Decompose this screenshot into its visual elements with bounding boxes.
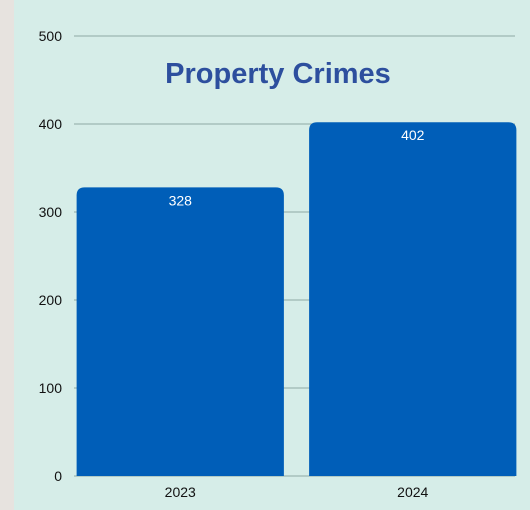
x-tick-label: 2023 bbox=[165, 484, 196, 500]
x-tick-label: 2024 bbox=[397, 484, 428, 500]
y-tick-label: 200 bbox=[39, 292, 63, 308]
bar-2024 bbox=[309, 122, 517, 477]
y-tick-label: 100 bbox=[39, 380, 63, 396]
data-label: 328 bbox=[169, 192, 193, 208]
bar-2023 bbox=[76, 187, 284, 477]
y-axis-ticks: 0 100 200 300 400 500 bbox=[39, 28, 63, 484]
chart-title: Property Crimes bbox=[165, 58, 391, 90]
y-tick-label: 500 bbox=[39, 28, 63, 44]
bars: 328 402 bbox=[76, 122, 517, 477]
y-tick-label: 0 bbox=[54, 468, 62, 484]
y-tick-label: 300 bbox=[39, 204, 63, 220]
x-axis-ticks: 2023 2024 bbox=[165, 484, 429, 500]
data-label: 402 bbox=[401, 127, 425, 143]
y-tick-label: 400 bbox=[39, 116, 63, 132]
